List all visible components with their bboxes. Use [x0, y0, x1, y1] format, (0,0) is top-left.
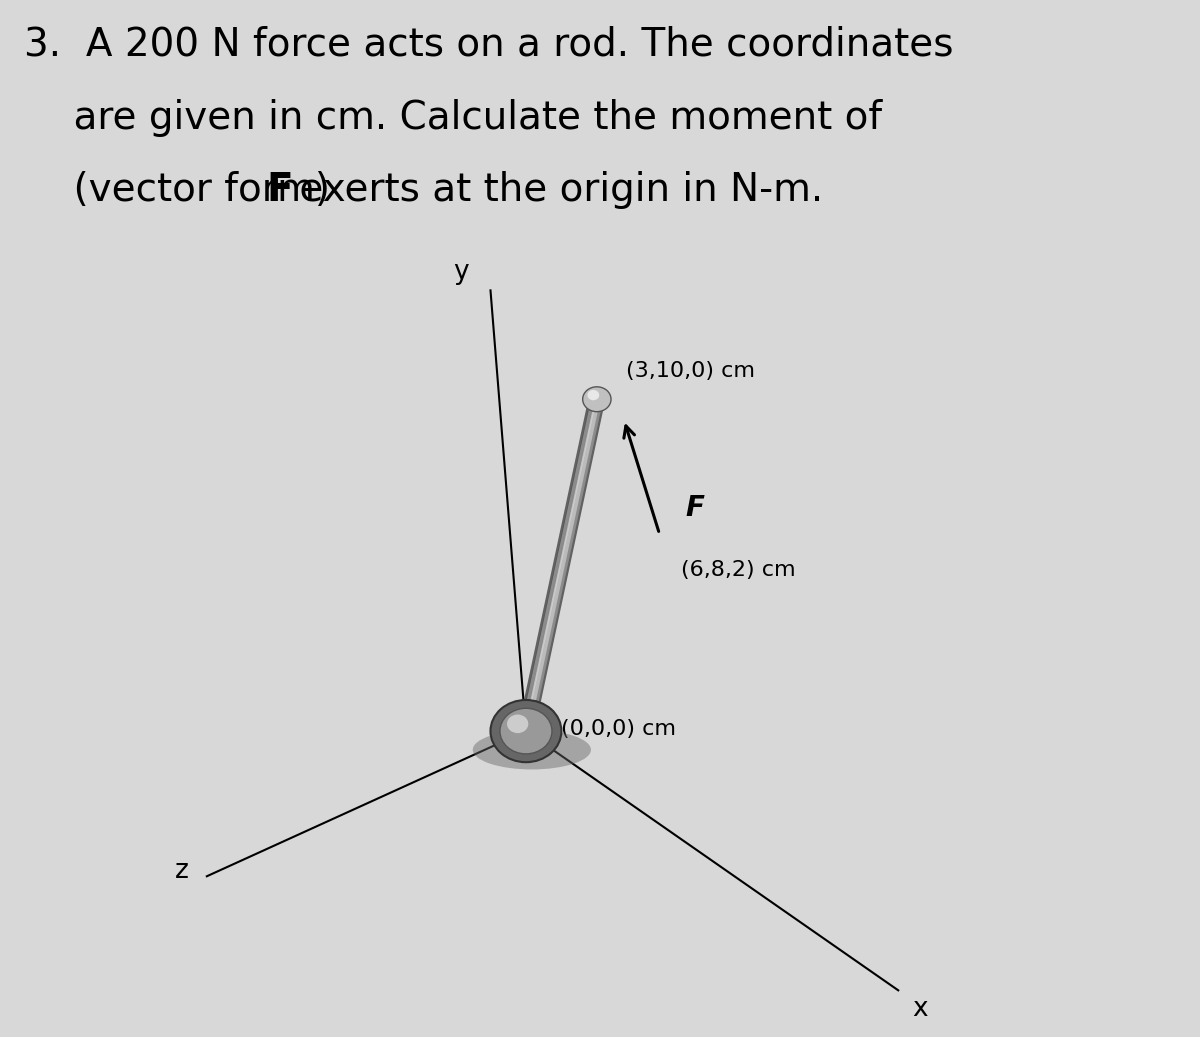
Text: (3,10,0) cm: (3,10,0) cm [626, 361, 756, 381]
Text: (vector form): (vector form) [24, 171, 342, 209]
Text: (0,0,0) cm: (0,0,0) cm [562, 719, 677, 739]
Circle shape [508, 714, 528, 733]
Text: F: F [266, 171, 293, 209]
Text: F: F [685, 494, 704, 523]
Text: z: z [175, 858, 190, 885]
Circle shape [583, 387, 611, 412]
Text: exerts at the origin in N-m.: exerts at the origin in N-m. [287, 171, 823, 209]
Text: y: y [454, 259, 469, 285]
Text: (6,8,2) cm: (6,8,2) cm [680, 560, 796, 580]
Ellipse shape [473, 730, 590, 769]
Text: are given in cm. Calculate the moment of: are given in cm. Calculate the moment of [24, 99, 882, 137]
Text: 3.  A 200 N force acts on a rod. The coordinates: 3. A 200 N force acts on a rod. The coor… [24, 26, 953, 64]
Text: x: x [912, 996, 928, 1021]
Circle shape [588, 390, 599, 400]
Circle shape [491, 700, 562, 762]
Circle shape [500, 708, 552, 754]
